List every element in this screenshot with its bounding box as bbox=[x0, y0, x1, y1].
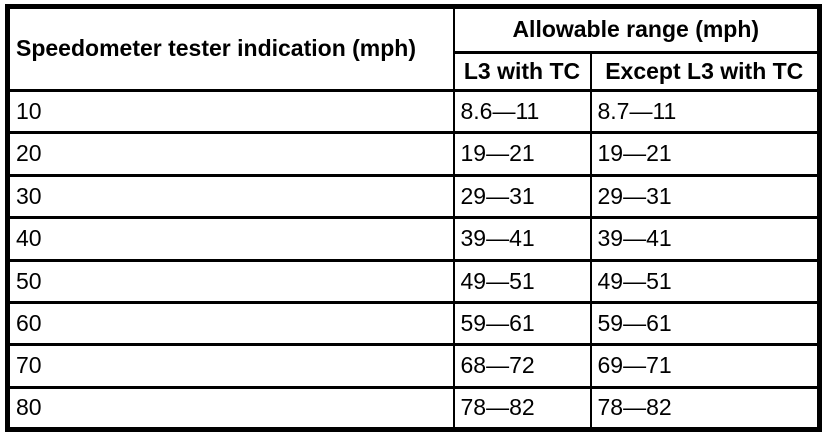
table-row: 50 49—51 49—51 bbox=[6, 258, 821, 304]
header-row-sub: L3 with TC Except L3 with TC bbox=[8, 51, 821, 92]
indication-cell: 50 bbox=[6, 258, 455, 304]
table-row: 10 8.6—11 8.7—11 bbox=[6, 88, 821, 135]
indication-cell: 70 bbox=[6, 343, 455, 389]
except-l3-range-cell: 39—41 bbox=[589, 216, 821, 262]
except-l3-range-cell: 59—61 bbox=[589, 300, 821, 347]
l3-range-cell: 78—82 bbox=[452, 385, 592, 432]
indication-cell: 10 bbox=[6, 88, 455, 135]
indication-cell: 20 bbox=[6, 131, 455, 177]
l3-range-cell: 68—72 bbox=[452, 343, 592, 389]
indication-cell: 80 bbox=[6, 385, 455, 432]
except-l3-range-cell: 8.7—11 bbox=[589, 88, 821, 135]
indication-cell: 60 bbox=[6, 300, 455, 347]
table-row: 20 19—21 19—21 bbox=[6, 131, 821, 177]
l3-range-cell: 39—41 bbox=[452, 216, 592, 262]
speedometer-allowable-range-table: Speedometer tester indication (mph) Allo… bbox=[5, 4, 823, 432]
table-row: 70 68—72 69—71 bbox=[6, 343, 821, 389]
header-row-group: Speedometer tester indication (mph) Allo… bbox=[6, 5, 821, 92]
except-l3-range-cell: 29—31 bbox=[589, 173, 821, 220]
table-row: 40 39—41 39—41 bbox=[6, 216, 821, 262]
except-l3-range-cell: 19—21 bbox=[589, 131, 821, 177]
column-header-indication: Speedometer tester indication (mph) bbox=[6, 5, 455, 92]
except-l3-range-cell: 78—82 bbox=[589, 385, 821, 432]
l3-range-cell: 19—21 bbox=[452, 131, 592, 177]
group-header-allowable-range: Allowable range (mph) bbox=[452, 5, 821, 54]
except-l3-range-cell: 69—71 bbox=[589, 343, 821, 389]
except-l3-range-cell: 49—51 bbox=[589, 258, 821, 304]
table-row: 60 59—61 59—61 bbox=[6, 300, 821, 347]
indication-cell: 40 bbox=[6, 216, 455, 262]
l3-range-cell: 49—51 bbox=[452, 258, 592, 304]
indication-cell: 30 bbox=[6, 173, 455, 220]
column-header-l3-with-tc: L3 with TC bbox=[452, 51, 592, 92]
table-row: 80 78—82 78—82 bbox=[6, 385, 821, 432]
l3-range-cell: 59—61 bbox=[452, 300, 592, 347]
column-header-except-l3-with-tc: Except L3 with TC bbox=[589, 51, 821, 92]
l3-range-cell: 29—31 bbox=[452, 173, 592, 220]
table-row: 30 29—31 29—31 bbox=[6, 173, 821, 220]
l3-range-cell: 8.6—11 bbox=[452, 88, 592, 135]
